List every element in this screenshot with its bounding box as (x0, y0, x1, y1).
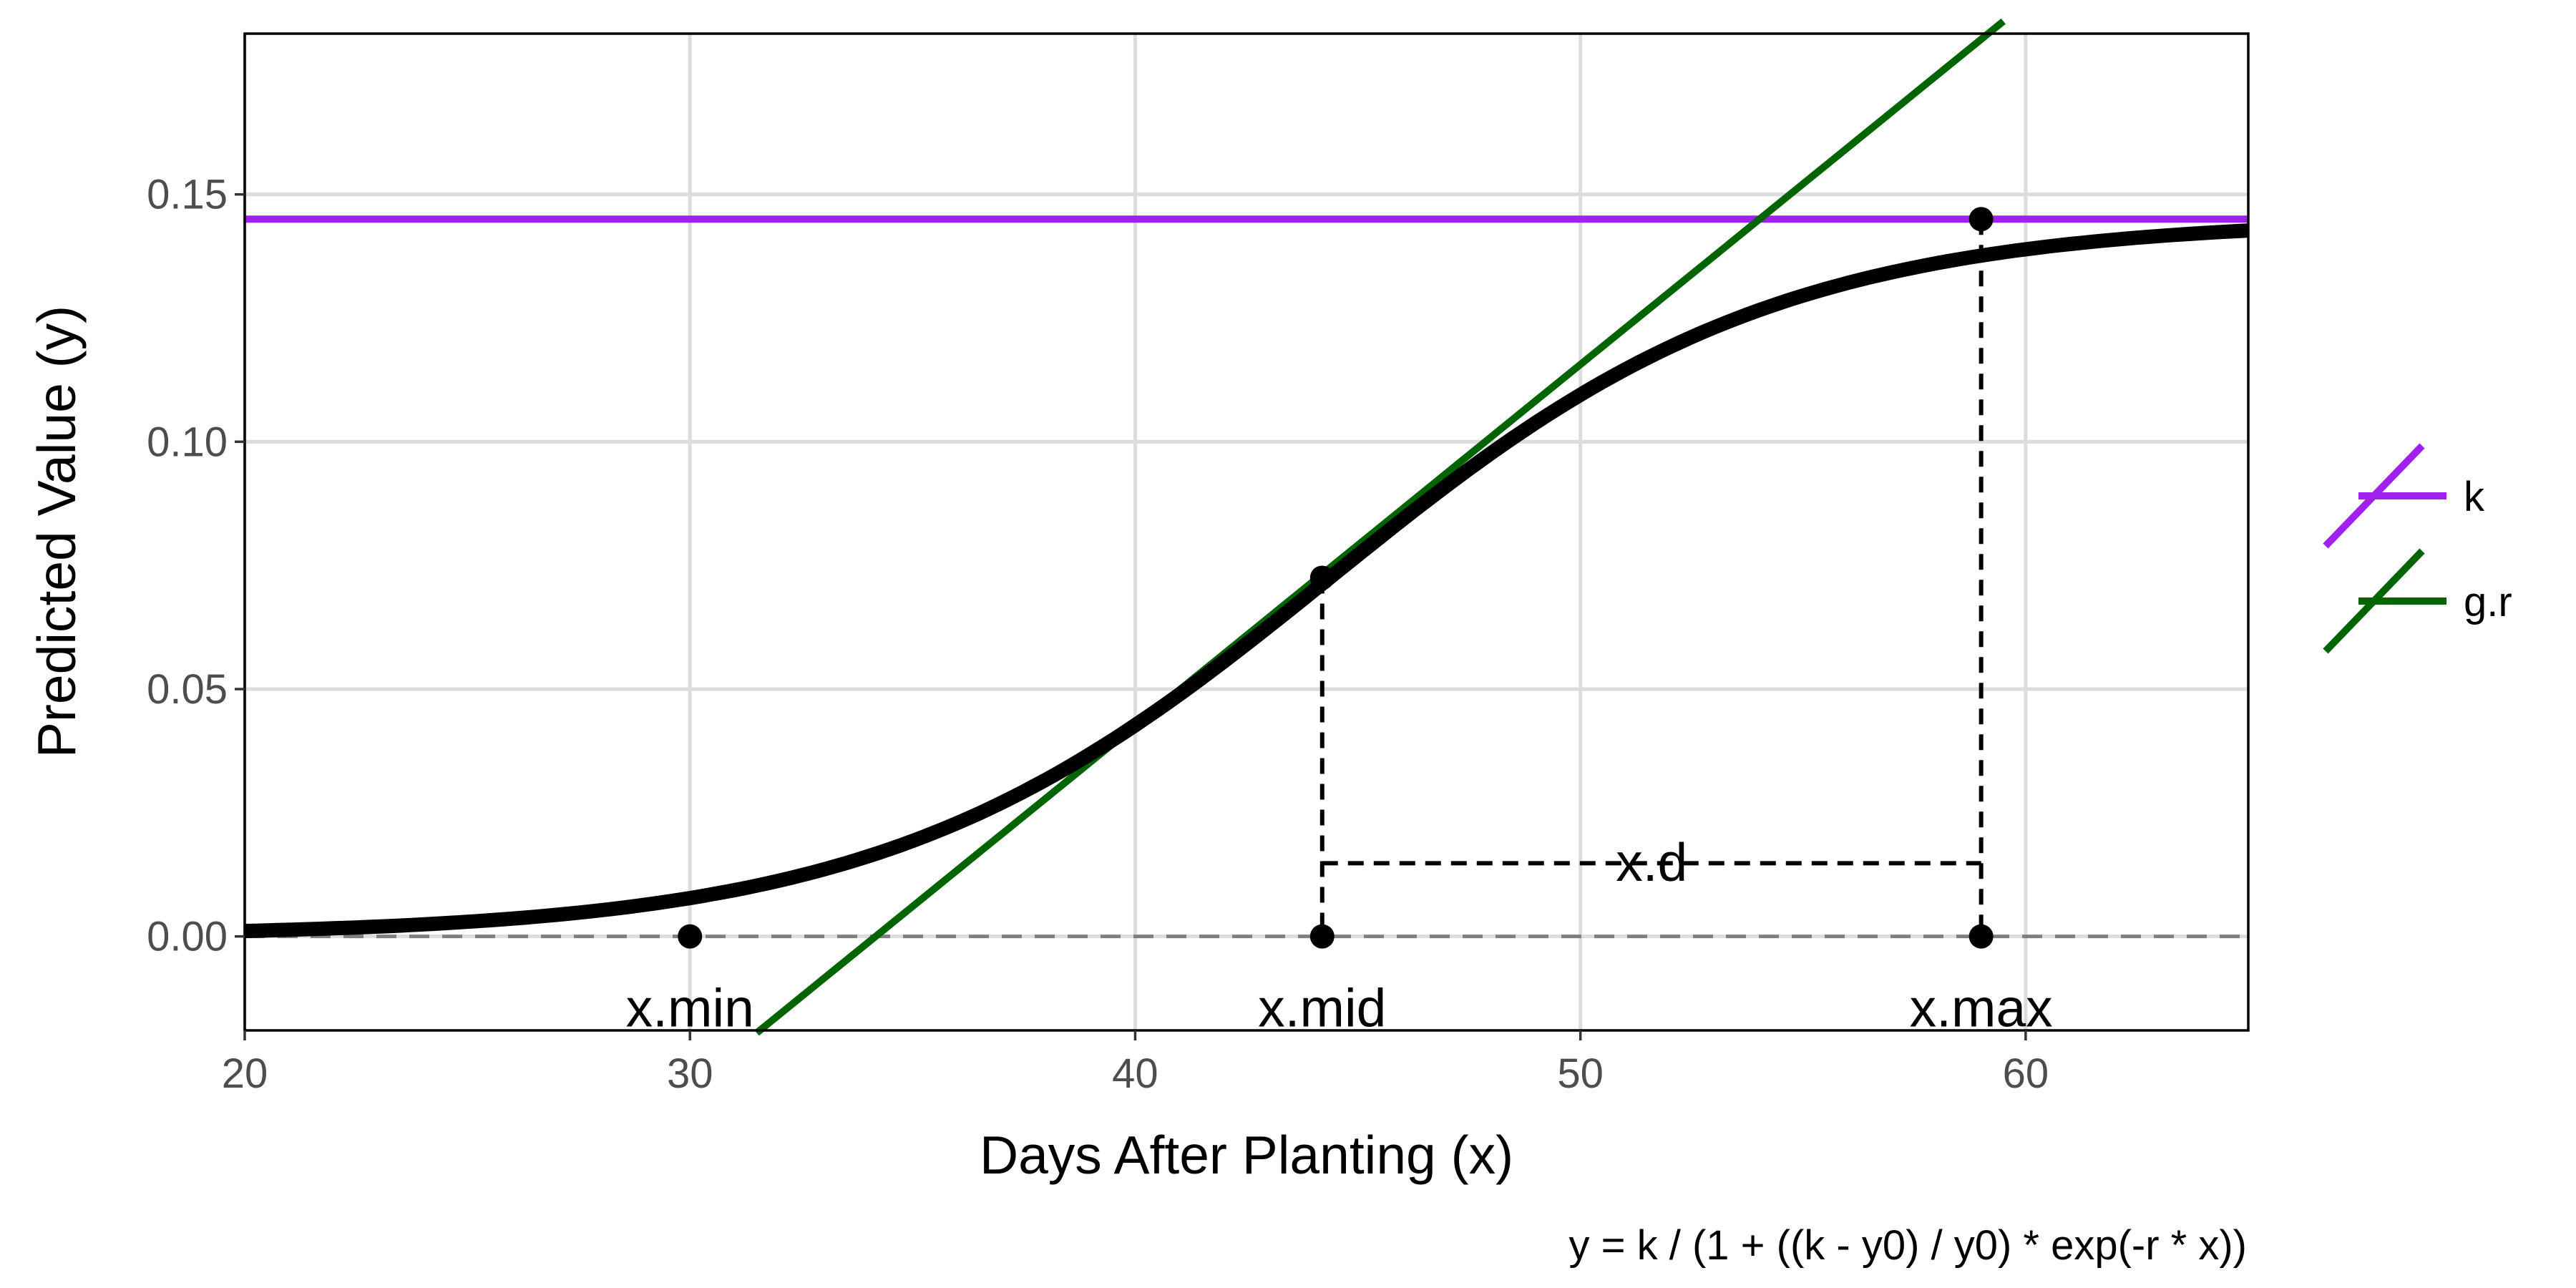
x-max-label: x.max (1910, 978, 2053, 1038)
legend-key-k-diagonal (2323, 443, 2425, 549)
growth-rate-tangent-line (754, 18, 2006, 1036)
y-tick-label: 0.15 (147, 172, 228, 218)
y-tick-label: 0.00 (147, 914, 228, 960)
x-d-label: x.d (1616, 832, 1687, 892)
x-tick-label: 40 (1112, 1050, 1158, 1097)
guide-lines (245, 219, 2248, 939)
x-mid-label: x.mid (1258, 978, 1386, 1038)
x-tick-label: 60 (2003, 1050, 2049, 1097)
y-tick-label: 0.05 (147, 666, 228, 713)
points (678, 207, 1994, 949)
series-lines (245, 18, 2248, 1036)
plot-background (245, 34, 2248, 1030)
y-axis-title: Predicted Value (y) (26, 306, 87, 758)
annotations: x.min x.mid x.max x.d (626, 832, 2053, 1038)
x.mid-point (1309, 924, 1335, 949)
x-tick-label: 30 (667, 1050, 713, 1097)
y-tick-label: 0.10 (147, 419, 228, 465)
caption-formula: y = k / (1 + ((k - y0) / y0) * exp(-r * … (1569, 1222, 2247, 1269)
legend: k g.r (2323, 443, 2512, 654)
x.max-point (1968, 924, 1994, 949)
x-tick-label: 50 (1557, 1050, 1604, 1097)
plot-panel-border (243, 32, 2250, 1032)
legend-label-k: k (2464, 474, 2485, 520)
midpoint-point (1309, 565, 1335, 590)
legend-key-g.r-diagonal (2323, 548, 2425, 654)
k-point-point (1968, 207, 1994, 232)
x-min-label: x.min (626, 978, 754, 1038)
x-axis-title: Days After Planting (x) (980, 1125, 1513, 1185)
legend-label-g.r: g.r (2464, 579, 2512, 625)
x-tick-label: 20 (222, 1050, 268, 1097)
logistic-curve-layer (244, 223, 2249, 938)
axis-ticks: 20 30 40 50 60 0.00 0.05 0.10 0.15 (147, 172, 2049, 1097)
logistic-curve (244, 223, 2249, 938)
x.min-point (678, 924, 703, 949)
